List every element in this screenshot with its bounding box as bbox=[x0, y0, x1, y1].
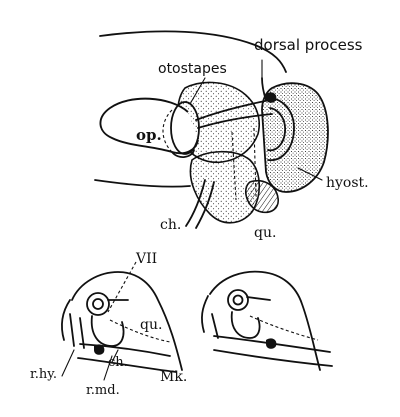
leader-rmd bbox=[103, 355, 113, 381]
leader-hyost bbox=[297, 167, 323, 181]
bl-jaw-upper bbox=[79, 343, 171, 357]
bl-rhy-rod bbox=[69, 313, 75, 347]
br-stapes-inner bbox=[232, 294, 244, 306]
bl-blob bbox=[94, 344, 105, 355]
label-vii: VII bbox=[136, 251, 158, 267]
label-r-md: r.md. bbox=[86, 383, 120, 398]
bottom-right-drawing bbox=[201, 270, 333, 371]
quadrate-block bbox=[261, 82, 329, 193]
bl-hyoid-loop bbox=[90, 315, 125, 347]
leader-ch bbox=[111, 349, 119, 363]
br-dotted-nerve bbox=[249, 315, 319, 341]
chorda-strand-2 bbox=[195, 181, 215, 229]
quadrate-foot bbox=[244, 180, 279, 214]
bl-dotted-nerve bbox=[109, 319, 171, 343]
chorda-strand bbox=[185, 179, 206, 227]
hyostapes-inner bbox=[267, 107, 286, 152]
label-qu-bottom: qu. bbox=[140, 317, 163, 333]
label-mk: Mk. bbox=[160, 369, 188, 385]
operculum-tip bbox=[171, 149, 195, 158]
label-op: op. bbox=[136, 126, 162, 144]
hyostapes-loop bbox=[267, 97, 295, 161]
br-stapes-ring bbox=[227, 289, 249, 311]
br-blob bbox=[266, 338, 277, 349]
leader-otostapes bbox=[189, 77, 206, 105]
br-rod bbox=[211, 313, 219, 339]
bl-jaw-lower bbox=[77, 357, 177, 373]
bl-head-outline bbox=[71, 271, 183, 371]
label-r-hy: r.hy. bbox=[30, 367, 58, 382]
bl-stapes-ring bbox=[86, 292, 110, 316]
bottom-left-drawing bbox=[61, 261, 183, 381]
otostapes-dotted bbox=[162, 109, 173, 153]
br-outer-curve bbox=[201, 295, 209, 333]
label-dorsal-process: dorsal process bbox=[254, 36, 363, 54]
br-stapes-bar bbox=[246, 296, 271, 301]
top-drawing bbox=[94, 30, 329, 229]
head-outline-lower bbox=[94, 179, 191, 188]
label-ch-top: ch. bbox=[160, 217, 182, 233]
label-otostapes: otostapes bbox=[158, 61, 227, 77]
br-head-outline bbox=[209, 270, 321, 371]
head-outline-upper bbox=[99, 30, 287, 73]
bl-vii-leader bbox=[107, 261, 137, 313]
hyostapes-knob bbox=[266, 92, 277, 103]
bl-stapes-inner bbox=[92, 298, 104, 310]
bl-rhy-rod-2 bbox=[79, 317, 85, 349]
leader-rhy bbox=[61, 349, 75, 377]
bl-outer-curve bbox=[61, 299, 71, 341]
br-jaw-lower bbox=[213, 349, 333, 367]
br-hyoid-loop bbox=[230, 311, 261, 339]
label-hyost: hyost. bbox=[326, 175, 369, 191]
capsule-band-left bbox=[231, 131, 237, 201]
label-qu-top: qu. bbox=[254, 225, 277, 241]
label-ch-bottom: ch. bbox=[108, 355, 128, 370]
